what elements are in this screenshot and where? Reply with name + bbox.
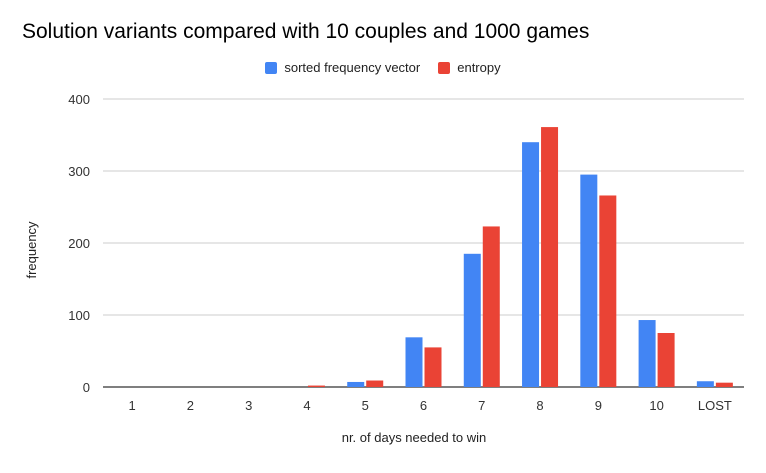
legend-item-series-2: entropy — [438, 60, 501, 75]
bar-series-2 — [541, 127, 559, 387]
bar-series-1 — [347, 381, 365, 387]
chart-title: Solution variants compared with 10 coupl… — [22, 20, 590, 43]
bar-series-2 — [715, 382, 733, 387]
gridlines — [103, 98, 744, 388]
bar-series-1 — [405, 337, 423, 387]
legend-label-series-1: sorted frequency vector — [284, 60, 421, 75]
chart-legend: sorted frequency vector entropy — [0, 60, 766, 75]
x-tick-label: 6 — [420, 398, 427, 413]
y-tick-label: 0 — [83, 380, 90, 395]
x-tick-label: 10 — [649, 398, 663, 413]
x-tick-label: 7 — [478, 398, 485, 413]
legend-swatch-series-2 — [438, 61, 451, 74]
x-tick-label: 3 — [245, 398, 252, 413]
bar-series-1 — [696, 381, 714, 387]
x-tick-label: 1 — [129, 398, 136, 413]
bar-series-2 — [424, 347, 442, 387]
bar-series-1 — [463, 253, 481, 387]
y-tick-label: 100 — [68, 308, 90, 323]
bar-series-2 — [599, 195, 617, 387]
bar-series-1 — [522, 142, 540, 387]
bar-series-2 — [482, 226, 500, 387]
y-tick-label: 400 — [68, 92, 90, 107]
x-tick-label: 9 — [595, 398, 602, 413]
y-tick-labels: 0 100 200 300 400 — [68, 92, 90, 395]
y-axis-title: frequency — [24, 221, 39, 279]
x-tick-labels: 1 2 3 4 5 6 7 8 9 10 LOST — [129, 398, 732, 413]
legend-label-series-2: entropy — [457, 60, 501, 75]
x-tick-label: 8 — [536, 398, 543, 413]
y-tick-label: 300 — [68, 164, 90, 179]
legend-item-series-1: sorted frequency vector — [265, 60, 420, 75]
y-tick-label: 200 — [68, 236, 90, 251]
x-tick-label: 2 — [187, 398, 194, 413]
bar-series-1 — [580, 174, 598, 387]
x-tick-label: 4 — [303, 398, 310, 413]
x-axis-title: nr. of days needed to win — [342, 430, 487, 445]
bar-series-2 — [657, 333, 675, 387]
legend-swatch-series-1 — [265, 61, 278, 74]
x-tick-label: 5 — [362, 398, 369, 413]
bars — [307, 127, 733, 387]
x-tick-label: LOST — [698, 398, 732, 413]
bar-series-2 — [366, 380, 384, 387]
bar-series-2 — [307, 385, 325, 387]
bar-series-1 — [638, 320, 656, 387]
